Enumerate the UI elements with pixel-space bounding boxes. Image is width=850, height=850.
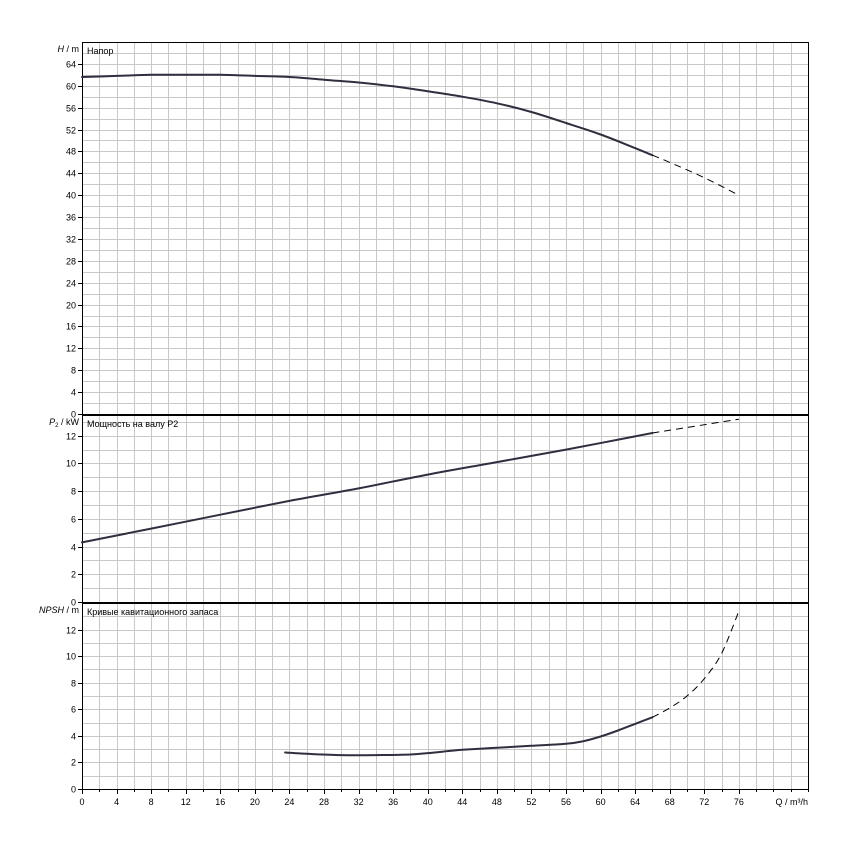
head-y-tick-label: 36	[66, 213, 76, 223]
x-tick-label: 12	[181, 797, 191, 807]
head-y-tick-label: 48	[66, 147, 76, 157]
head-panel-title: Напор	[87, 46, 113, 56]
x-tick-label: 40	[423, 797, 433, 807]
npsh-curve-solid	[284, 716, 654, 757]
power-y-tick-label: 2	[71, 570, 76, 580]
head-y-axis-label: H / m	[58, 44, 80, 54]
x-tick-label: 72	[699, 797, 709, 807]
x-tick-label: 8	[149, 797, 154, 807]
npsh-y-axis-symbol: NPSH	[39, 605, 65, 615]
power-frame	[82, 415, 809, 603]
power-panel-title: Мощность на валу P2	[87, 419, 178, 429]
head-y-tick-label: 24	[66, 279, 76, 289]
x-tick-label: 0	[79, 797, 84, 807]
npsh-y-tick-label: 12	[66, 626, 76, 636]
power-y-tick-label: 12	[66, 432, 76, 442]
head-frame	[82, 42, 809, 415]
npsh-curve-dashed	[652, 610, 740, 718]
x-tick-label: 36	[388, 797, 398, 807]
npsh-panel: 0 2 4 6 8 10 12 Кривые кавитационного запаса NPS…	[39, 603, 809, 795]
power-curve-dashed	[652, 418, 739, 434]
head-y-tick-label: 64	[66, 60, 76, 70]
head-y-tick-label: 0	[71, 410, 76, 420]
head-y-axis-symbol: H	[58, 44, 65, 54]
head-curve-dashed	[652, 154, 740, 196]
npsh-y-tick-label: 0	[71, 785, 76, 795]
npsh-panel-title: Кривые кавитационного запаса	[87, 607, 218, 617]
power-y-tick-label: 0	[71, 598, 76, 608]
head-curve-solid	[81, 73, 654, 157]
x-tick-label: 48	[492, 797, 502, 807]
x-tick-label: 52	[526, 797, 536, 807]
npsh-y-tick-label: 2	[71, 758, 76, 768]
x-tick-label: 28	[319, 797, 329, 807]
x-tick-label: 32	[354, 797, 364, 807]
x-tick-label: 64	[630, 797, 640, 807]
head-y-tick-label: 56	[66, 104, 76, 114]
npsh-y-tick-label: 6	[71, 705, 76, 715]
x-tick-label: 76	[734, 797, 744, 807]
head-y-tick-label: 44	[66, 169, 76, 179]
x-tick-label: 16	[215, 797, 225, 807]
npsh-y-axis-unit: / m	[64, 605, 79, 615]
head-y-tick-label: 4	[71, 388, 76, 398]
npsh-y-axis-label: NPSH / m	[39, 605, 79, 615]
head-y-tick-label: 32	[66, 235, 76, 245]
head-y-tick-label: 52	[66, 126, 76, 136]
power-y-tick-label: 10	[66, 459, 76, 469]
x-tick-label: 20	[250, 797, 260, 807]
x-tick-label: 4	[114, 797, 119, 807]
x-tick-label: 56	[561, 797, 571, 807]
x-axis-label: Q / m³/h	[775, 797, 808, 807]
x-tick-label: 24	[284, 797, 294, 807]
power-y-axis-label: P2 / kW	[49, 417, 79, 429]
npsh-y-tick-label: 8	[71, 679, 76, 689]
power-y-tick-label: 4	[71, 543, 76, 553]
head-y-tick-label: 40	[66, 191, 76, 201]
head-y-axis-unit: / m	[64, 44, 79, 54]
power-y-tick-label: 6	[71, 515, 76, 525]
power-y-axis-unit: / kW	[59, 417, 80, 427]
head-y-tick-label: 28	[66, 257, 76, 267]
npsh-y-tick-label: 4	[71, 732, 76, 742]
x-tick-label: 44	[457, 797, 467, 807]
power-curve-solid	[81, 432, 654, 544]
power-y-axis-subscript: 2	[55, 423, 59, 429]
head-y-tick-label: 12	[66, 344, 76, 354]
head-y-tick-label: 20	[66, 301, 76, 311]
head-y-tick-label: 60	[66, 82, 76, 92]
x-tick-label: 68	[665, 797, 675, 807]
npsh-y-tick-label: 10	[66, 652, 76, 662]
head-y-tick-label: 16	[66, 322, 76, 332]
x-axis: 0 4 8 12 16 20 24 28 32 36 40 44 48 52 56 60 64 68 72 76 Q /…	[79, 789, 809, 807]
head-y-tick-label: 8	[71, 366, 76, 376]
power-y-axis-symbol: P	[49, 417, 55, 427]
power-y-tick-label: 8	[71, 487, 76, 497]
x-tick-label: 60	[596, 797, 606, 807]
